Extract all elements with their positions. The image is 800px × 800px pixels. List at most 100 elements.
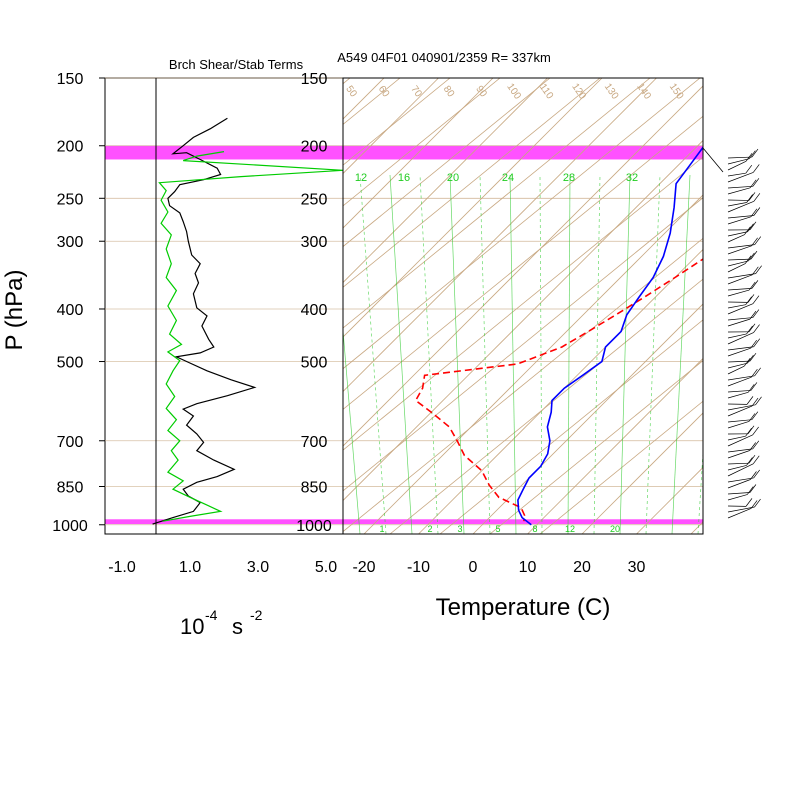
wind-barb-flag bbox=[750, 208, 758, 218]
wind-barb-flag bbox=[743, 357, 751, 367]
wind-barb-flag bbox=[749, 310, 757, 320]
left-panel-gridlines bbox=[105, 77, 343, 534]
wind-barb bbox=[727, 479, 751, 489]
wind-barb-flag bbox=[746, 396, 754, 405]
wind-barb bbox=[727, 494, 748, 501]
wind-barb-flag bbox=[754, 498, 761, 508]
wind-barb-flag bbox=[745, 427, 752, 437]
wind-barb bbox=[727, 508, 752, 519]
bottom-mixing-label-5: 5 bbox=[495, 524, 500, 534]
y-axis-label: P (hPa) bbox=[1, 270, 28, 351]
wind-barb bbox=[727, 419, 752, 423]
left-x-axis-label-unit: s bbox=[232, 614, 243, 639]
wind-barb bbox=[727, 244, 755, 249]
left-series-shear bbox=[152, 117, 257, 525]
wind-barb-flag bbox=[750, 471, 757, 480]
dry-adiabat-line bbox=[343, 78, 451, 166]
theta-label-60: 60 bbox=[376, 84, 392, 100]
mixing-ratio-line bbox=[697, 446, 703, 534]
wind-barb-flag bbox=[750, 339, 757, 349]
wind-barb bbox=[727, 463, 754, 477]
bottom-mixing-label-1: 1 bbox=[379, 524, 384, 534]
wind-barb-flag bbox=[752, 440, 760, 450]
wind-barb-flag bbox=[753, 469, 760, 479]
wind-barb-flag bbox=[750, 500, 758, 509]
wind-barb-flag bbox=[744, 255, 752, 264]
wind-barb bbox=[727, 201, 755, 213]
left-y-tick-label-250: 250 bbox=[57, 191, 84, 208]
wind-barb-flag bbox=[754, 236, 762, 245]
wind-barb-flag bbox=[748, 281, 756, 291]
wind-barb-flag bbox=[744, 226, 751, 235]
wind-barb-flag bbox=[747, 384, 755, 393]
dry-adiabat-line bbox=[343, 237, 703, 533]
wind-barb-flag bbox=[752, 426, 759, 436]
dry-adiabat-line bbox=[343, 156, 703, 451]
highlight-band-1 bbox=[105, 519, 703, 525]
wind-barb-flag bbox=[751, 411, 759, 420]
wind-barb bbox=[727, 185, 753, 189]
highlight-bands bbox=[105, 145, 703, 525]
wind-barb bbox=[727, 376, 752, 387]
wind-barb bbox=[727, 317, 753, 321]
right-x-tick-label--10: -10 bbox=[407, 559, 430, 576]
wind-barb bbox=[727, 450, 750, 459]
dry-adiabat-line bbox=[343, 78, 551, 248]
wind-barb-flag bbox=[752, 309, 760, 318]
wind-barb bbox=[727, 215, 754, 219]
wind-barb bbox=[727, 187, 751, 195]
wind-barb bbox=[727, 303, 754, 315]
left-x-tick-label--1.0: -1.0 bbox=[108, 559, 136, 576]
theta-label-70: 70 bbox=[408, 84, 424, 100]
dry-adiabat-line bbox=[439, 319, 703, 534]
dry-adiabat-line bbox=[343, 78, 501, 207]
wind-barb bbox=[727, 347, 751, 357]
mixing-ratio-line bbox=[343, 326, 361, 534]
wind-barb-flag bbox=[747, 294, 755, 303]
left-panel-title: Brch Shear/Stab Terms bbox=[169, 57, 304, 72]
left-y-tick-label-850: 850 bbox=[57, 479, 84, 496]
right-series-dewpoint_or_virtual bbox=[517, 146, 703, 526]
isotherm-line bbox=[343, 78, 603, 338]
isotherm-line bbox=[746, 78, 800, 534]
isotherm-line bbox=[343, 85, 703, 447]
dry-adiabat-line bbox=[489, 360, 703, 534]
isotherm-line bbox=[343, 78, 657, 393]
wind-barb-flag bbox=[747, 223, 754, 232]
isotherm-line bbox=[472, 303, 703, 534]
wind-barb bbox=[727, 404, 756, 411]
wind-barb bbox=[727, 362, 748, 369]
wind-barb bbox=[727, 156, 752, 159]
right-x-tick-label-10: 10 bbox=[519, 559, 537, 576]
wind-barb-flag bbox=[747, 425, 755, 435]
wind-barb-flag bbox=[753, 338, 761, 347]
chart-title: A549 04F01 040901/2359 R= 337km bbox=[337, 50, 551, 65]
wind-barb-flag bbox=[752, 178, 760, 187]
wind-barb-flag bbox=[751, 368, 758, 378]
right-x-axis-label: Temperature (C) bbox=[436, 594, 611, 621]
right-x-tick-label-0: 0 bbox=[469, 559, 478, 576]
left-x-axis-label-unit-exponent: -2 bbox=[250, 607, 263, 623]
isotherm-line bbox=[343, 78, 548, 284]
wind-barb-flag bbox=[751, 280, 759, 289]
isotherm-line bbox=[363, 194, 703, 534]
wind-barb-flag bbox=[755, 396, 762, 406]
left-panel bbox=[104, 77, 344, 535]
dry-adiabat-line bbox=[343, 115, 703, 410]
wind-barb-flag bbox=[748, 454, 756, 464]
wind-barb bbox=[727, 333, 747, 339]
wind-barb-flag bbox=[749, 442, 757, 451]
wind-barb-flag bbox=[745, 296, 752, 305]
mixing-ratio-label-28: 28 bbox=[563, 172, 575, 184]
wind-barb-flag bbox=[745, 164, 753, 174]
wind-barb-flag bbox=[746, 194, 753, 203]
left-x-tick-label-3.0: 3.0 bbox=[247, 559, 269, 576]
wind-barb bbox=[727, 506, 755, 513]
bottom-mixing-label-12: 12 bbox=[565, 524, 575, 534]
dry-adiabat-line bbox=[539, 400, 703, 534]
wind-barb-flag bbox=[752, 295, 760, 304]
mixing-ratio-label-12: 12 bbox=[355, 172, 367, 184]
wind-barb-flag bbox=[755, 265, 762, 274]
right-y-tick-label-1000: 1000 bbox=[296, 518, 332, 535]
left-series-stability bbox=[158, 151, 344, 522]
